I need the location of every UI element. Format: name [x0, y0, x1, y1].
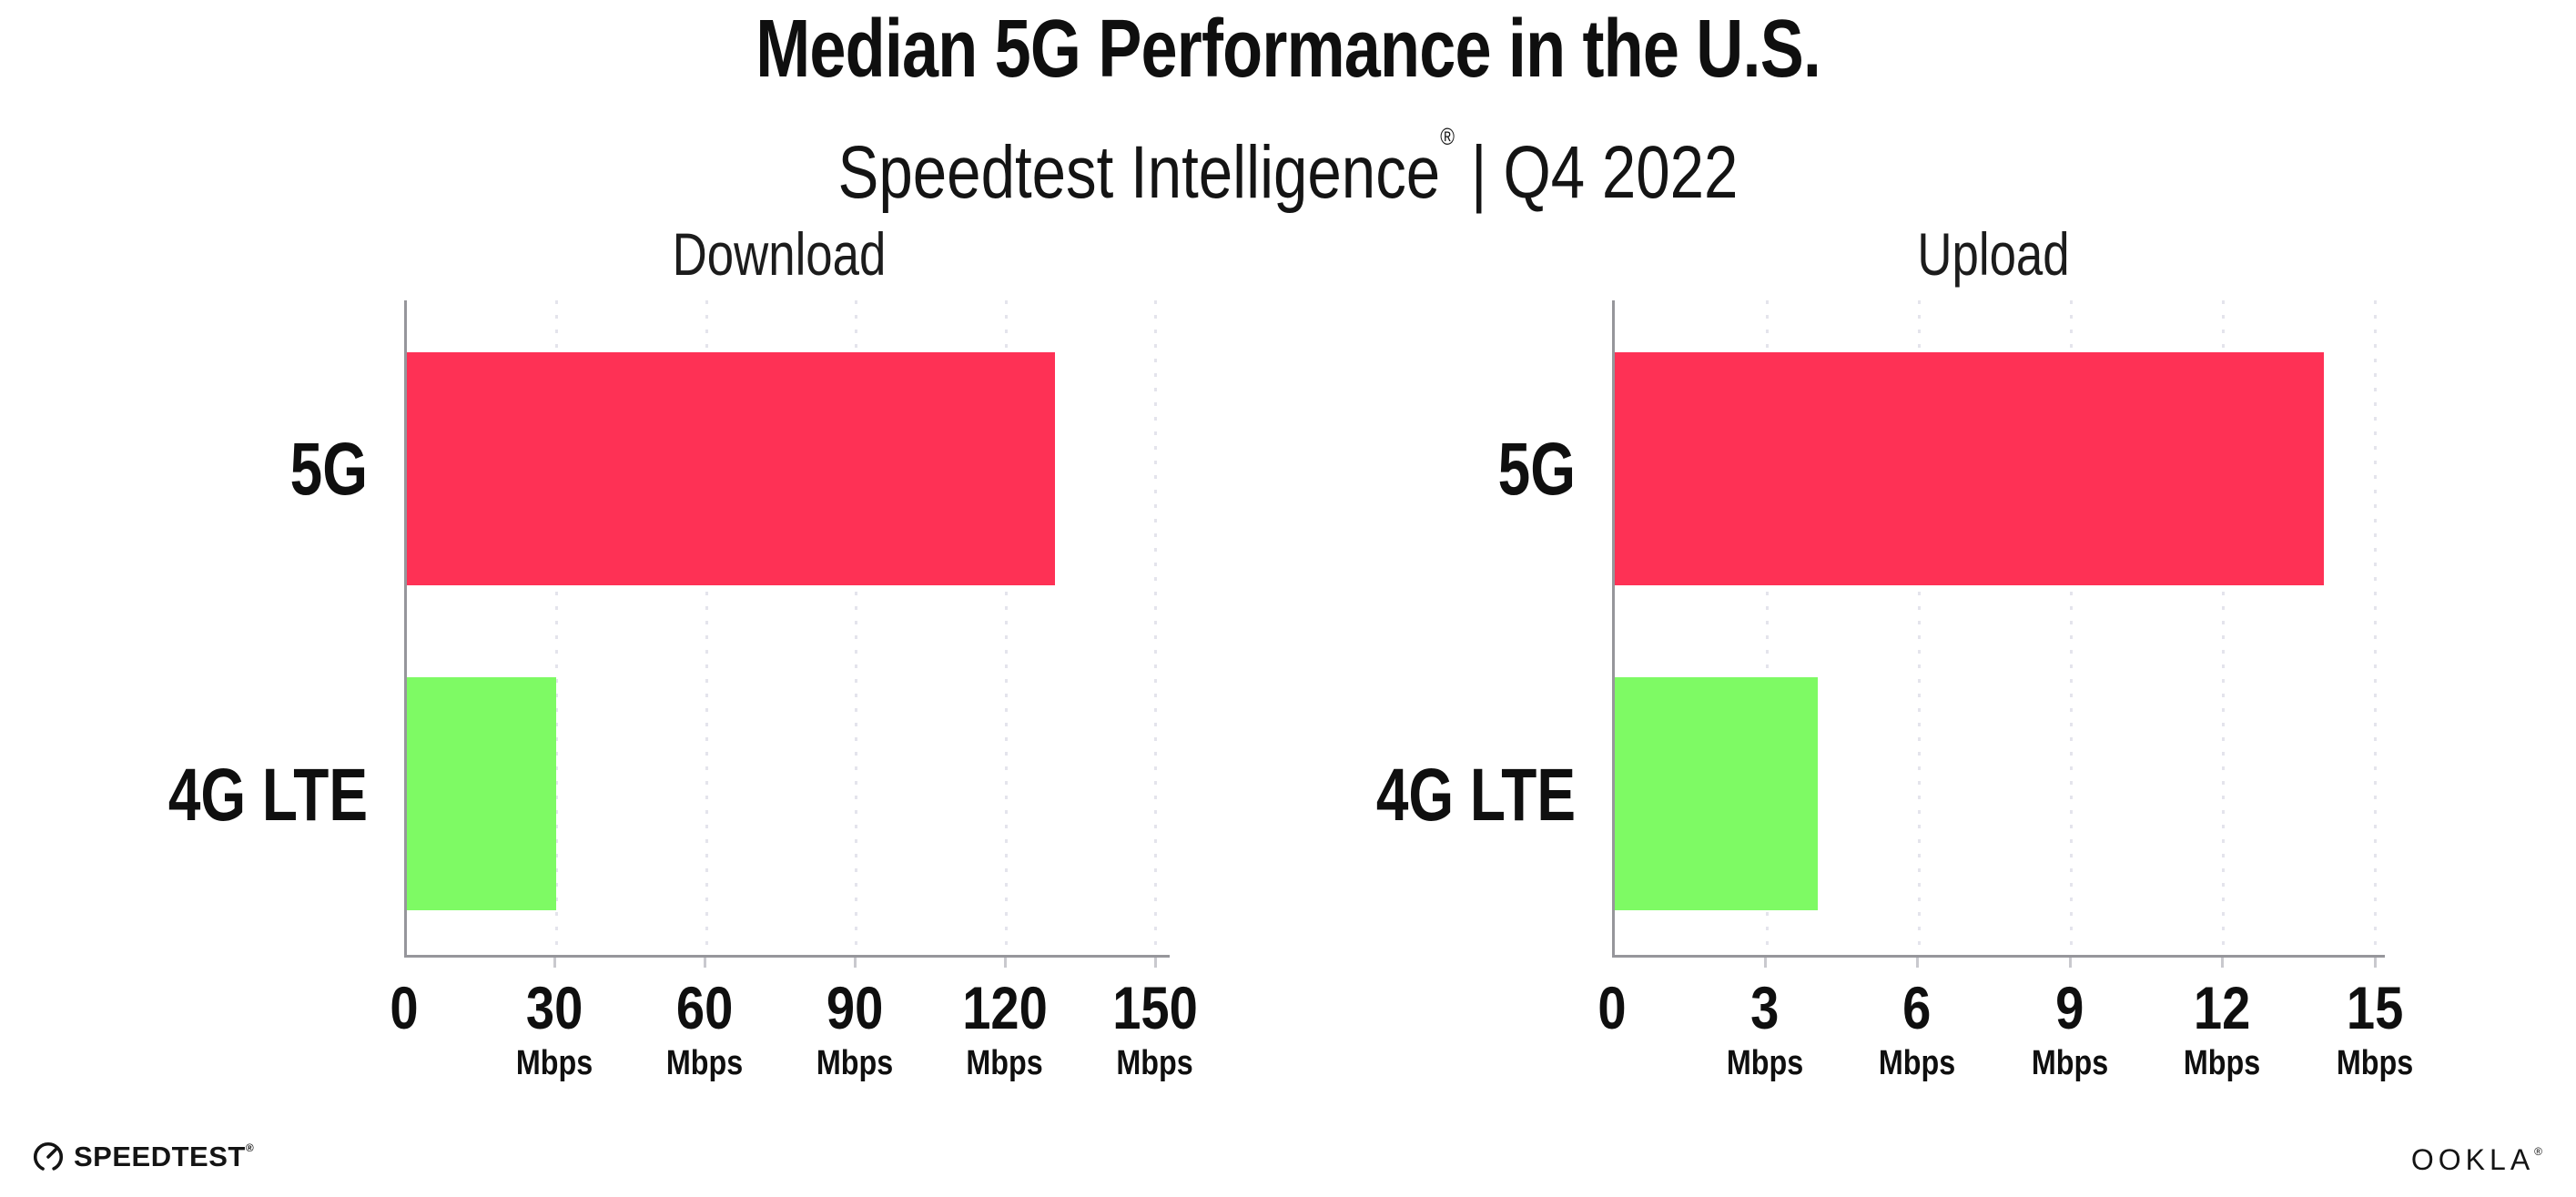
upload-tick-unit-12: Mbps — [2184, 1044, 2261, 1082]
download-tick-mark-30 — [553, 958, 556, 968]
upload-bar-4g-lte — [1615, 677, 1818, 911]
upload-tick-unit-6: Mbps — [1879, 1044, 1956, 1082]
registered-trademark-icon: ® — [1440, 123, 1455, 150]
download-tick-label-30: 30 Mbps — [509, 976, 599, 1083]
ookla-registered-icon: ® — [2534, 1145, 2547, 1158]
upload-tick-label-9: 9 Mbps — [2024, 976, 2115, 1083]
download-plot-area — [404, 300, 1170, 958]
upload-tick-value-0: 0 — [1597, 974, 1627, 1041]
download-tick-unit-30: Mbps — [515, 1044, 593, 1082]
download-category-label-4g-lte: 4G LTE — [167, 754, 368, 837]
download-tick-value-30: 30 — [525, 974, 583, 1041]
upload-gridline-9 — [2070, 300, 2073, 955]
download-gridline-150 — [1154, 300, 1158, 955]
upload-tick-mark-6 — [1916, 958, 1920, 968]
download-gridline-90 — [855, 300, 858, 955]
upload-plot-area — [1612, 300, 2385, 958]
download-category-label-5g: 5G — [289, 427, 368, 511]
upload-gridline-3 — [1766, 300, 1769, 955]
ookla-wordmark: OOKLA — [2410, 1143, 2535, 1176]
download-tick-mark-90 — [854, 958, 857, 968]
download-tick-unit-150: Mbps — [1116, 1044, 1194, 1082]
download-gridline-60 — [705, 300, 708, 955]
upload-chart-title: Upload — [1917, 220, 2070, 288]
upload-tick-mark-12 — [2221, 958, 2225, 968]
download-tick-value-60: 60 — [675, 974, 734, 1041]
upload-tick-unit-9: Mbps — [2031, 1044, 2108, 1082]
download-tick-mark-120 — [1004, 958, 1008, 968]
upload-tick-value-3: 3 — [1749, 974, 1780, 1041]
download-tick-value-120: 120 — [962, 974, 1048, 1041]
upload-tick-mark-15 — [2373, 958, 2377, 968]
download-tick-label-150: 150 Mbps — [1105, 976, 1205, 1083]
upload-gridline-12 — [2222, 300, 2225, 955]
download-tick-label-60: 60 Mbps — [659, 976, 749, 1083]
upload-gridline-15 — [2374, 300, 2377, 955]
download-bar-4g-lte — [407, 677, 557, 911]
download-gridline-120 — [1004, 300, 1008, 955]
upload-tick-value-9: 9 — [2055, 974, 2084, 1041]
speedtest-logo: SPEEDTEST® — [31, 1140, 254, 1174]
upload-category-label-4g-lte: 4G LTE — [1375, 754, 1576, 837]
upload-tick-value-6: 6 — [1902, 974, 1932, 1041]
download-bar-5g — [407, 351, 1056, 585]
download-tick-unit-120: Mbps — [966, 1044, 1044, 1082]
download-tick-mark-60 — [704, 958, 706, 968]
speedtest-registered-icon: ® — [245, 1141, 255, 1154]
upload-tick-label-12: 12 Mbps — [2177, 976, 2267, 1083]
page-title-text: Median 5G Performance in the U.S. — [756, 4, 1821, 95]
download-tick-unit-90: Mbps — [816, 1044, 894, 1082]
page-subtitle: Speedtest Intelligence® | Q4 2022 — [0, 93, 2576, 217]
ookla-logo: OOKLA® — [2411, 1143, 2547, 1177]
upload-tick-label-15: 15 Mbps — [2329, 976, 2419, 1083]
upload-tick-label-0: 0 — [1596, 976, 1629, 1040]
upload-tick-value-15: 15 — [2346, 974, 2404, 1041]
download-chart-title: Download — [672, 220, 887, 288]
download-tick-label-90: 90 Mbps — [809, 976, 899, 1083]
download-tick-label-0: 0 — [388, 976, 421, 1040]
upload-tick-unit-15: Mbps — [2336, 1044, 2414, 1082]
page-title: Median 5G Performance in the U.S. — [0, 4, 2576, 95]
subtitle-period: Q4 2022 — [1503, 131, 1739, 214]
download-tick-unit-60: Mbps — [665, 1044, 744, 1082]
upload-gridline-6 — [1918, 300, 1921, 955]
subtitle-divider: | — [1470, 131, 1487, 214]
upload-tick-mark-9 — [2068, 958, 2072, 968]
speedtest-gauge-icon — [33, 1141, 64, 1172]
download-tick-value-90: 90 — [826, 974, 884, 1041]
download-tick-value-0: 0 — [390, 974, 419, 1041]
upload-category-label-5g: 5G — [1497, 427, 1576, 511]
upload-tick-mark-3 — [1763, 958, 1767, 968]
subtitle-brand: Speedtest Intelligence — [837, 131, 1441, 214]
upload-tick-label-3: 3 Mbps — [1719, 976, 1810, 1083]
download-tick-label-120: 120 Mbps — [955, 976, 1055, 1083]
upload-bar-5g — [1615, 351, 2325, 585]
download-tick-mark-150 — [1154, 958, 1158, 968]
download-gridline-30 — [555, 300, 559, 955]
speedtest-wordmark: SPEEDTEST® — [74, 1141, 255, 1172]
upload-tick-unit-3: Mbps — [1726, 1044, 1803, 1082]
download-tick-value-150: 150 — [1112, 974, 1198, 1041]
upload-tick-value-12: 12 — [2194, 974, 2251, 1041]
upload-tick-label-6: 6 Mbps — [1872, 976, 1962, 1083]
